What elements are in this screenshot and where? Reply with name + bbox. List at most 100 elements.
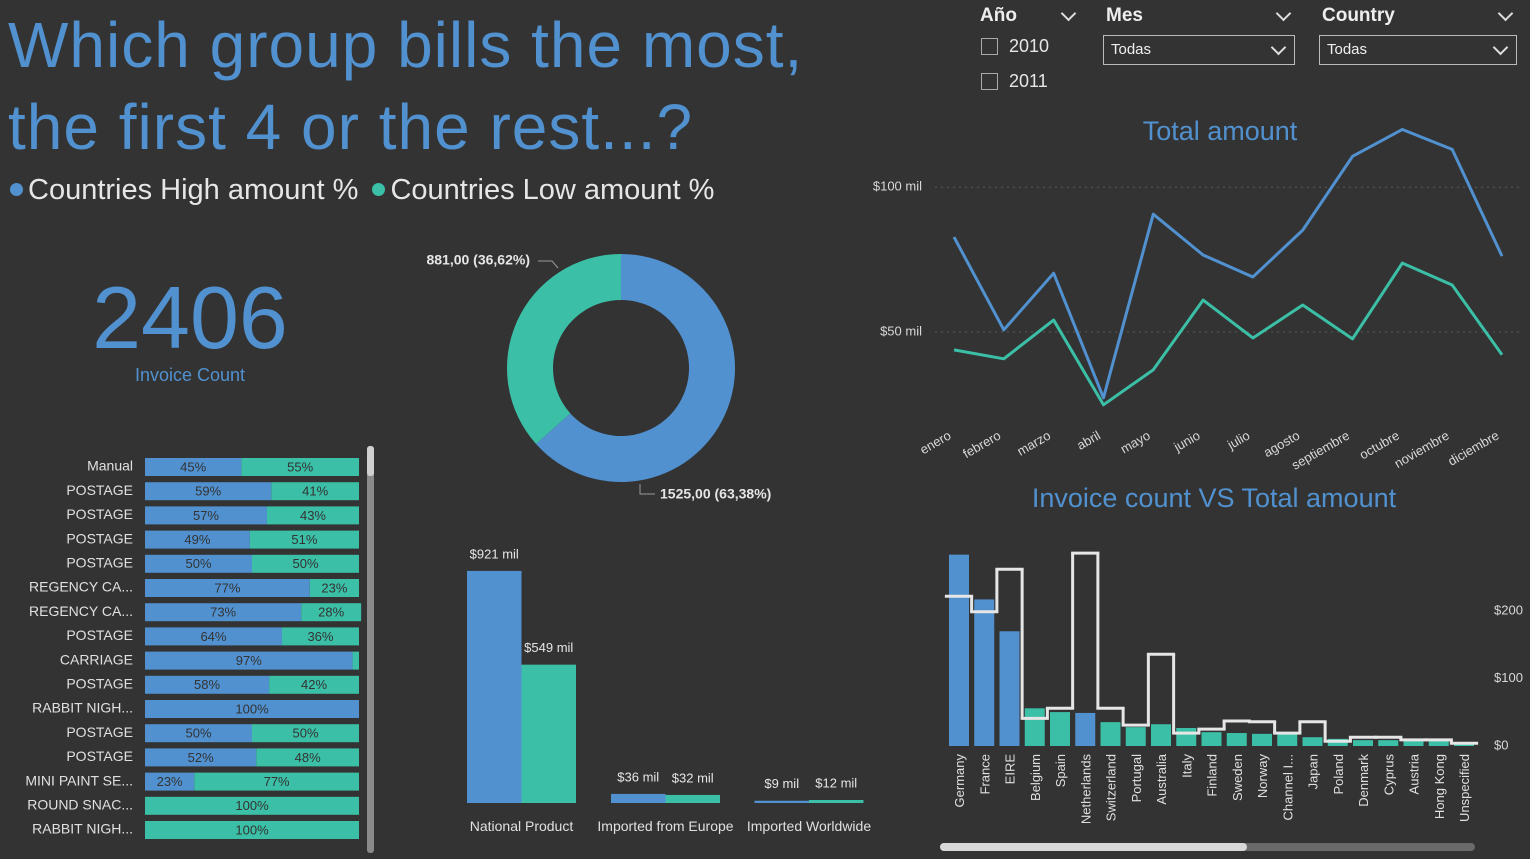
bar [1252, 733, 1272, 746]
bar [1302, 737, 1323, 746]
bar [665, 794, 720, 803]
bar-segment [309, 579, 359, 597]
data-label: $12 mil [815, 775, 857, 790]
data-label: $921 mil [470, 546, 519, 561]
bar-segment [145, 506, 267, 525]
x-tick-label: Netherlands [1078, 754, 1093, 825]
bar-segment [145, 675, 270, 694]
bar [1176, 727, 1197, 746]
bar [809, 799, 864, 803]
x-tick-label: noviembre [1392, 428, 1452, 471]
y-tick-label: POSTAGE [66, 627, 133, 643]
data-label: 1525,00 (63,38%) [660, 486, 771, 502]
bar [1075, 712, 1096, 746]
country-selected: Todas [1327, 41, 1368, 58]
data-label: 23% [157, 774, 183, 789]
month-dropdown[interactable]: Todas [1103, 35, 1295, 65]
x-tick-label: febrero [960, 428, 1003, 462]
y2-tick-label: $100 [1494, 670, 1523, 685]
x-tick-label: National Product [469, 818, 574, 834]
data-label: 100% [235, 701, 269, 716]
bar-segment [252, 554, 359, 573]
x-tick-label: Sweden [1230, 754, 1245, 801]
y-tick-label: POSTAGE [66, 530, 133, 546]
data-label: 97% [236, 653, 262, 668]
y-tick-label: POSTAGE [66, 482, 133, 498]
bar-segment [145, 482, 272, 501]
data-label: 50% [185, 726, 211, 741]
month-selected: Todas [1111, 41, 1152, 58]
bar-segment [269, 675, 359, 694]
data-label: 77% [214, 580, 240, 595]
bar [1024, 708, 1045, 746]
bar-segment [145, 748, 257, 767]
leader-line [538, 260, 559, 269]
bar-segment [281, 627, 359, 646]
data-label: 23% [321, 580, 347, 595]
legend-label[interactable]: Countries High amount % [28, 174, 359, 206]
data-label: 50% [292, 556, 318, 571]
y-tick-label: POSTAGE [66, 555, 133, 571]
year-option[interactable]: 2010 [1009, 36, 1050, 56]
bar [974, 599, 995, 746]
data-label: 57% [193, 508, 219, 523]
x-tick-label: junio [1170, 428, 1202, 455]
y-tick-label: $50 mil [880, 323, 922, 338]
y-tick-label: POSTAGE [66, 676, 133, 692]
data-label: 49% [184, 532, 210, 547]
bar [1403, 740, 1424, 746]
data-label: 64% [200, 629, 226, 644]
bar-segment [252, 724, 359, 743]
scrollbar-thumb [367, 446, 374, 853]
x-tick-label: Finland [1205, 754, 1220, 797]
y-tick-label: POSTAGE [66, 748, 133, 764]
bar-segment [145, 772, 195, 791]
data-label: 881,00 (36,62%) [426, 252, 530, 268]
year-checkbox[interactable] [981, 38, 998, 55]
bar-segment [145, 530, 250, 549]
bar [949, 554, 969, 746]
bar [1050, 712, 1070, 746]
data-label: 36% [307, 629, 333, 644]
legend: Countries High amount % Countries Low amo… [10, 174, 714, 207]
bar-segment [145, 579, 310, 597]
data-label: 43% [300, 508, 326, 523]
country-slicer-title: Country [1322, 5, 1395, 26]
bar [1277, 733, 1298, 746]
month-slicer-title: Mes [1106, 5, 1143, 26]
x-tick-label: julio [1224, 428, 1252, 453]
bar [1428, 740, 1449, 746]
bar-segment [145, 796, 359, 815]
x-tick-label: Denmark [1356, 754, 1371, 807]
kpi-label: Invoice Count [134, 365, 246, 385]
bar [1226, 733, 1247, 746]
legend-label[interactable]: Countries Low amount % [390, 174, 715, 206]
year-option[interactable]: 2011 [1009, 71, 1048, 91]
data-label: 100% [235, 822, 269, 837]
x-tick-label: Austria [1407, 753, 1422, 794]
line-series [952, 127, 1504, 400]
bar-segment [145, 724, 252, 743]
y2-tick-label: $0 [1494, 737, 1508, 752]
x-tick-label: Australia [1154, 753, 1169, 804]
data-label: 55% [287, 459, 313, 474]
y-tick-label: CARRIAGE [60, 651, 133, 667]
donut-slice [507, 254, 621, 445]
leader-line [639, 484, 655, 495]
data-label: 59% [195, 484, 221, 499]
bar-segment [271, 482, 359, 501]
bar [521, 664, 576, 803]
year-checkbox[interactable] [981, 73, 998, 90]
legend-marker [10, 182, 23, 196]
y-tick-label: REGENCY CA... [29, 579, 133, 595]
data-label: 77% [264, 774, 290, 789]
bar-segment [145, 651, 353, 670]
bar-segment [194, 772, 359, 791]
y-tick-label: $100 mil [873, 179, 922, 194]
bar [467, 570, 522, 803]
x-tick-label: marzo [1014, 428, 1053, 459]
country-dropdown[interactable]: Todas [1319, 35, 1517, 65]
x-tick-label: Japan [1306, 754, 1321, 789]
